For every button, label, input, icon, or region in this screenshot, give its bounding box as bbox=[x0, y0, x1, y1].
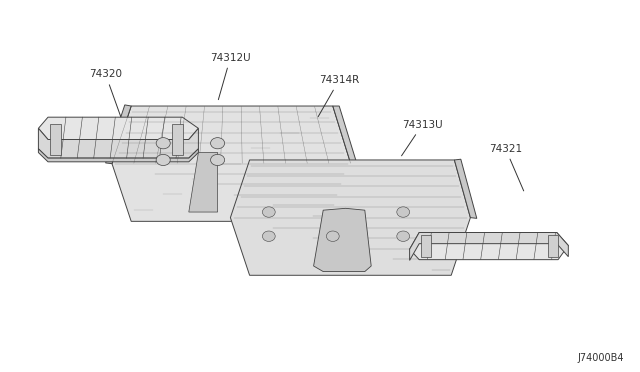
Text: 74320: 74320 bbox=[89, 70, 122, 116]
Ellipse shape bbox=[326, 231, 339, 241]
Text: J74000B4: J74000B4 bbox=[577, 353, 624, 363]
Text: 74313U: 74313U bbox=[401, 120, 443, 156]
Ellipse shape bbox=[156, 138, 170, 149]
FancyBboxPatch shape bbox=[172, 124, 183, 155]
Text: 74312U: 74312U bbox=[210, 53, 251, 100]
Polygon shape bbox=[38, 128, 198, 158]
FancyBboxPatch shape bbox=[50, 124, 61, 155]
Polygon shape bbox=[230, 160, 470, 275]
Ellipse shape bbox=[397, 207, 410, 217]
Polygon shape bbox=[38, 117, 198, 140]
Polygon shape bbox=[314, 208, 371, 272]
Ellipse shape bbox=[262, 207, 275, 217]
Polygon shape bbox=[112, 106, 351, 221]
Ellipse shape bbox=[262, 231, 275, 241]
Ellipse shape bbox=[211, 138, 225, 149]
Text: 74314R: 74314R bbox=[318, 75, 359, 117]
FancyBboxPatch shape bbox=[421, 235, 431, 257]
Polygon shape bbox=[410, 232, 568, 260]
FancyBboxPatch shape bbox=[548, 235, 558, 257]
Polygon shape bbox=[454, 159, 477, 218]
Polygon shape bbox=[333, 106, 357, 164]
Polygon shape bbox=[410, 232, 568, 260]
Polygon shape bbox=[38, 149, 198, 162]
Ellipse shape bbox=[156, 154, 170, 166]
Ellipse shape bbox=[211, 154, 225, 166]
Text: 74321: 74321 bbox=[489, 144, 524, 191]
Polygon shape bbox=[189, 153, 218, 212]
Ellipse shape bbox=[397, 231, 410, 241]
Polygon shape bbox=[106, 105, 131, 164]
